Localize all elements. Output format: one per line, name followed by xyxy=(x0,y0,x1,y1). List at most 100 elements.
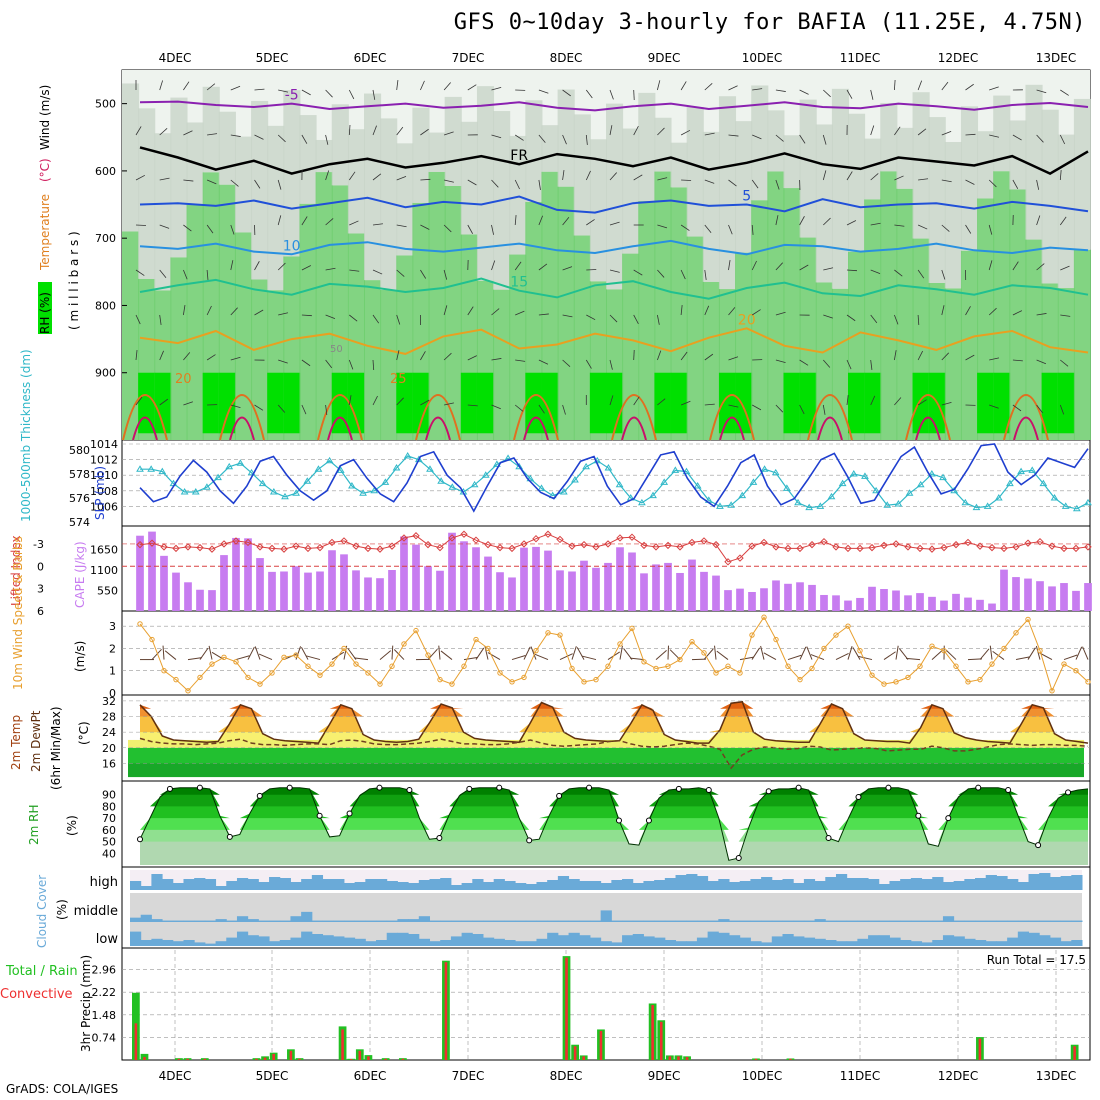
wind-speed-point xyxy=(1085,679,1091,685)
wind-barb xyxy=(895,645,899,660)
temp-unit-label: (°C) xyxy=(77,721,91,745)
thickness-point xyxy=(269,488,278,495)
wind-barb xyxy=(657,350,662,361)
li-point xyxy=(784,544,792,553)
wind-barb xyxy=(681,179,692,181)
wind-barb xyxy=(846,269,858,272)
cloud-bar xyxy=(354,920,366,922)
precip-tick-label: 2.96 xyxy=(92,964,117,977)
temperature-axis-label: Temperature xyxy=(38,194,52,271)
rh-band-light xyxy=(1025,84,1043,240)
wind-barb xyxy=(917,269,925,279)
precip-convective-bar xyxy=(349,1059,353,1060)
cape-bar xyxy=(856,597,864,611)
wind-speed-point xyxy=(629,625,635,632)
cloud-bar xyxy=(729,882,741,890)
wind-barb xyxy=(164,650,177,660)
wind-speed-point xyxy=(173,676,179,683)
li-point xyxy=(1012,543,1020,551)
li-point xyxy=(988,543,996,552)
wind-barb xyxy=(208,645,213,660)
cape-bar xyxy=(232,537,240,611)
thickness-point xyxy=(994,494,1003,501)
near-surface-isotherm xyxy=(327,416,353,441)
rh-unit-label: (%) xyxy=(65,815,79,836)
wind-barb xyxy=(1060,265,1070,271)
li-point xyxy=(676,543,684,551)
temp-tick-label: 32 xyxy=(102,695,116,708)
wind-barb xyxy=(799,89,809,95)
thickness-point xyxy=(894,500,903,507)
wind-barb xyxy=(657,224,668,229)
cape-bar xyxy=(1060,583,1068,611)
rh-point xyxy=(885,784,892,791)
cloud-bar xyxy=(857,878,869,890)
cloud-bar xyxy=(172,883,184,890)
wind-barb xyxy=(728,179,737,187)
wind-barb xyxy=(1036,134,1044,143)
wind-barb xyxy=(396,176,407,181)
rh-point xyxy=(1065,789,1072,796)
wind-barb xyxy=(894,126,901,136)
cloud-bar xyxy=(964,920,976,922)
rh-band-mid xyxy=(960,250,979,440)
wind-barb xyxy=(917,314,920,326)
y-tick-label: 800 xyxy=(95,299,116,312)
wind-barb xyxy=(894,175,904,181)
cloud-bar xyxy=(482,882,495,890)
wind-barb xyxy=(1036,263,1045,271)
wind-speed-point xyxy=(425,652,431,658)
cape-bar xyxy=(172,572,180,611)
cape-bar xyxy=(652,564,660,611)
wind-speed-point xyxy=(677,656,683,663)
temp-axis-label: 2m Temp xyxy=(9,715,23,770)
wind-speed-point xyxy=(833,632,839,638)
wind-barb xyxy=(372,125,377,136)
rh-band-light xyxy=(122,83,140,232)
wind-barb xyxy=(515,310,525,316)
wind-barb xyxy=(349,314,358,322)
thickness-point xyxy=(481,471,490,478)
cloud-bar xyxy=(279,878,291,890)
wind-barb xyxy=(538,313,549,316)
wind-barb xyxy=(609,269,620,273)
x-tick-label: 13DEC xyxy=(1036,51,1076,65)
cloud-bar xyxy=(376,879,388,890)
near-surface-isotherm xyxy=(317,394,363,441)
isotherm-label: 15 xyxy=(510,275,528,291)
cape-tick-label: 1650 xyxy=(90,544,118,557)
li-point xyxy=(1072,544,1080,553)
li-point xyxy=(376,545,384,553)
wind-barb xyxy=(183,269,188,280)
x-tick-label: 9DEC xyxy=(648,51,681,65)
wind-barb xyxy=(491,224,494,235)
thickness-point xyxy=(861,472,869,479)
thickness-point xyxy=(537,484,546,491)
cape-bar xyxy=(484,556,492,611)
cloud-bar xyxy=(643,920,655,922)
wind-barb xyxy=(511,655,526,661)
x-tick-label: 8DEC xyxy=(550,1069,583,1083)
wind-barb xyxy=(609,125,613,136)
cloud-bar xyxy=(301,931,313,946)
wind-barb xyxy=(728,260,731,271)
cape-bar xyxy=(760,588,768,611)
cloud-bar xyxy=(482,937,495,946)
cape-bar xyxy=(796,582,804,611)
cloud-bar xyxy=(1060,876,1072,890)
cape-bar xyxy=(976,599,984,611)
cloud-bar xyxy=(600,910,612,922)
cloud-bar xyxy=(696,937,709,946)
temp-band-cool xyxy=(128,763,1084,778)
isotherm-line xyxy=(139,146,1089,176)
wind-speed-point xyxy=(581,679,587,685)
wind-barb xyxy=(301,89,311,96)
temp-area xyxy=(140,701,1088,709)
wind-barb xyxy=(443,352,452,361)
wind-barb xyxy=(704,269,707,280)
wind-barb xyxy=(491,87,502,91)
precip-convective-bar xyxy=(789,1058,792,1060)
wind-barb xyxy=(391,645,394,660)
cloud-bar xyxy=(450,936,463,946)
cloud-bar xyxy=(707,920,719,922)
